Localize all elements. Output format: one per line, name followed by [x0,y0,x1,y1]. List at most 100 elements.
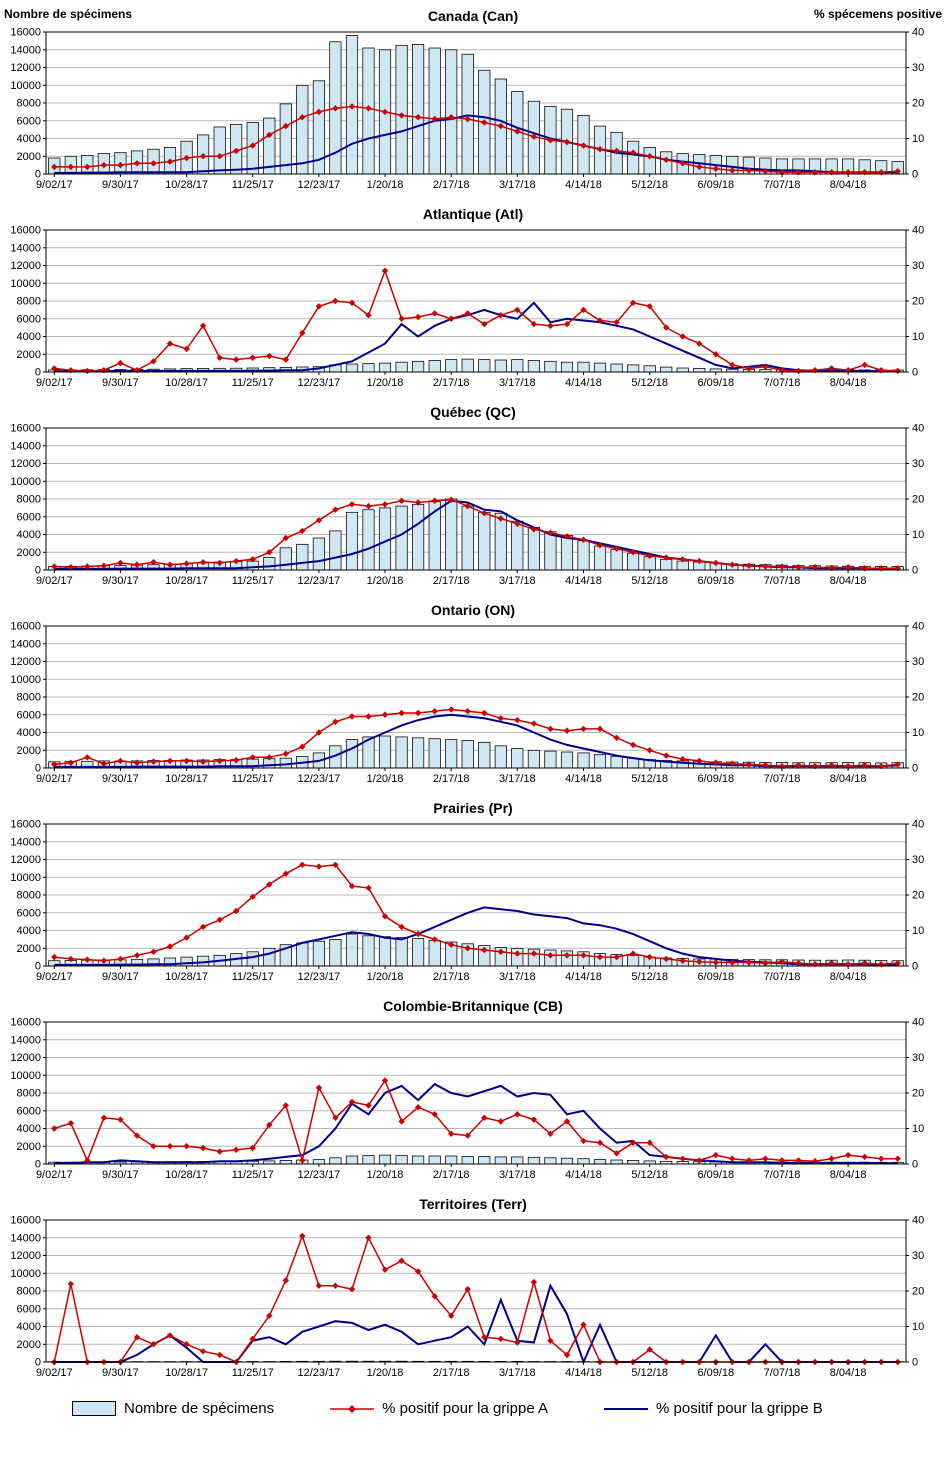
svg-text:6/09/18: 6/09/18 [697,179,734,191]
svg-text:11/25/17: 11/25/17 [232,575,274,587]
flu-b-line [54,906,898,966]
svg-text:20: 20 [912,494,924,506]
svg-text:10/28/17: 10/28/17 [165,575,208,587]
svg-text:6000: 6000 [17,511,41,523]
svg-text:8/04/18: 8/04/18 [830,575,867,587]
svg-text:2/17/18: 2/17/18 [433,179,470,191]
svg-text:4/14/18: 4/14/18 [565,575,602,587]
svg-text:40: 40 [912,1215,924,1227]
svg-text:12000: 12000 [10,1052,41,1064]
svg-text:4/14/18: 4/14/18 [565,1169,602,1181]
svg-text:8/04/18: 8/04/18 [830,773,867,785]
svg-text:10: 10 [912,529,924,541]
svg-text:6/09/18: 6/09/18 [697,1169,734,1181]
svg-text:6000: 6000 [17,1303,41,1315]
svg-text:8/04/18: 8/04/18 [830,971,867,983]
svg-text:30: 30 [912,260,924,272]
svg-text:3/17/18: 3/17/18 [499,1367,536,1379]
chart-header-atlantique: Atlantique (Atl) [0,204,946,224]
svg-text:40: 40 [912,1017,924,1029]
svg-text:4000: 4000 [17,529,41,541]
svg-text:5/12/18: 5/12/18 [631,971,668,983]
svg-text:8000: 8000 [17,296,41,308]
svg-text:0: 0 [35,1159,41,1171]
svg-text:7/07/18: 7/07/18 [764,1169,801,1181]
svg-text:8000: 8000 [17,890,41,902]
svg-text:2/17/18: 2/17/18 [433,971,470,983]
svg-text:10/28/17: 10/28/17 [165,1169,208,1181]
svg-text:8/04/18: 8/04/18 [830,377,867,389]
chart-header-territoires: Territoires (Terr) [0,1194,946,1214]
svg-text:9/02/17: 9/02/17 [36,1169,73,1181]
svg-text:0: 0 [912,367,918,379]
svg-text:10: 10 [912,727,924,739]
flu-b-line [54,713,898,768]
svg-text:0: 0 [912,169,918,181]
svg-text:6/09/18: 6/09/18 [697,575,734,587]
svg-text:2000: 2000 [17,349,41,361]
svg-text:2/17/18: 2/17/18 [433,377,470,389]
svg-text:4/14/18: 4/14/18 [565,1367,602,1379]
legend-label-specimens: Nombre de spécimens [124,1400,275,1417]
svg-text:9/02/17: 9/02/17 [36,1367,73,1379]
flu-b-line [54,1283,898,1365]
axis-labels: 0 2000 4000 6000 8000 10000 12000 14000 16000 0 10… [10,621,924,786]
svg-text:7/07/18: 7/07/18 [764,1367,801,1379]
svg-text:3/17/18: 3/17/18 [499,179,536,191]
svg-text:30: 30 [912,1250,924,1262]
chart-block-prairies: Prairies (Pr) 0 2000 4000 6000 8000 10000 1200… [0,798,946,986]
gridlines [46,643,906,751]
svg-text:7/07/18: 7/07/18 [764,971,801,983]
svg-text:10000: 10000 [10,674,41,686]
svg-text:8000: 8000 [17,98,41,110]
svg-text:0: 0 [912,565,918,577]
svg-text:14000: 14000 [10,44,41,56]
svg-text:2000: 2000 [17,943,41,955]
svg-text:1/20/18: 1/20/18 [367,1169,404,1181]
svg-text:16000: 16000 [10,621,41,633]
svg-text:6000: 6000 [17,115,41,127]
influenza-surveillance-report: Nombre de spécimens Canada (Can) % spéce… [0,6,946,1425]
svg-text:2000: 2000 [17,151,41,163]
svg-text:8/04/18: 8/04/18 [830,179,867,191]
svg-text:3/17/18: 3/17/18 [499,575,536,587]
gridlines [46,841,906,949]
svg-text:7/07/18: 7/07/18 [764,773,801,785]
svg-text:2000: 2000 [17,745,41,757]
svg-text:9/30/17: 9/30/17 [102,575,139,587]
svg-text:9/30/17: 9/30/17 [102,1367,139,1379]
svg-text:16000: 16000 [10,27,41,39]
svg-text:6000: 6000 [17,1105,41,1117]
chart-header-ontario: Ontario (ON) [0,600,946,620]
svg-text:8000: 8000 [17,1286,41,1298]
svg-text:14000: 14000 [10,1034,41,1046]
svg-text:20: 20 [912,890,924,902]
svg-text:8/04/18: 8/04/18 [830,1169,867,1181]
svg-text:10000: 10000 [10,872,41,884]
svg-text:11/25/17: 11/25/17 [232,1367,274,1379]
legend: Nombre de spécimens % positif pour la gr… [0,1392,946,1425]
svg-text:14000: 14000 [10,836,41,848]
svg-text:0: 0 [912,763,918,775]
svg-text:6000: 6000 [17,907,41,919]
svg-text:40: 40 [912,27,924,39]
legend-label-flu-a: % positif pour la grippe A [382,1400,549,1417]
axis-labels: 0 2000 4000 6000 8000 10000 12000 14000 16000 0 10… [10,27,924,192]
svg-text:30: 30 [912,62,924,74]
chart-quebec: 0 2000 4000 6000 8000 10000 12000 14000 16000 0 10… [10,423,924,588]
svg-text:8/04/18: 8/04/18 [830,1367,867,1379]
svg-text:10000: 10000 [10,278,41,290]
right-axis-title: % spécemens positive [813,7,942,21]
svg-text:40: 40 [912,621,924,633]
gridlines [46,247,906,355]
svg-text:20: 20 [912,692,924,704]
svg-text:3/17/18: 3/17/18 [499,773,536,785]
chart-header-quebec: Québec (QC) [0,402,946,422]
svg-text:10/28/17: 10/28/17 [165,377,208,389]
chart-title-ontario: Ontario (ON) [431,602,515,618]
svg-text:5/12/18: 5/12/18 [631,1169,668,1181]
svg-text:11/25/17: 11/25/17 [232,773,274,785]
svg-text:40: 40 [912,423,924,435]
chart-header-colombie-britannique: Colombie-Britannique (CB) [0,996,946,1016]
svg-text:16000: 16000 [10,1215,41,1227]
